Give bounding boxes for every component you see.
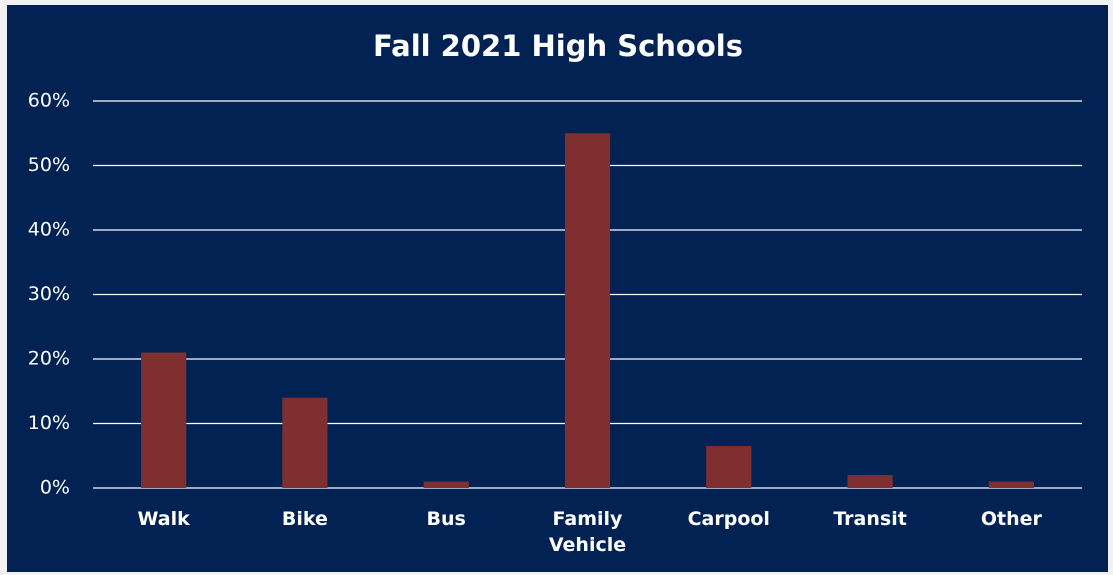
x-tick-label: Walk [137,508,190,530]
x-tick-label: Bike [281,508,328,530]
x-tick-label: Carpool [687,508,770,530]
y-tick-label: 60% [28,90,70,112]
x-tick-label: Family Vehicle [548,508,627,556]
bar [141,352,187,488]
y-tick-label: 50% [28,154,70,176]
x-tick-label: Transit [833,508,907,530]
chart-background [7,5,1108,572]
y-tick-label: 20% [28,348,70,370]
bar [564,133,611,488]
chart-title: Fall 2021 High Schools [373,29,743,63]
bar [988,481,1034,488]
y-tick-label: 30% [28,283,70,305]
y-tick-label: 40% [28,219,70,241]
x-tick-label: Other [980,508,1042,530]
bar [423,481,469,488]
bar [847,475,893,488]
bar [282,397,328,488]
y-tick-label: 0% [40,477,70,499]
x-tick-label: Bus [426,508,466,530]
bar [706,446,752,488]
y-tick-label: 10% [28,412,70,434]
